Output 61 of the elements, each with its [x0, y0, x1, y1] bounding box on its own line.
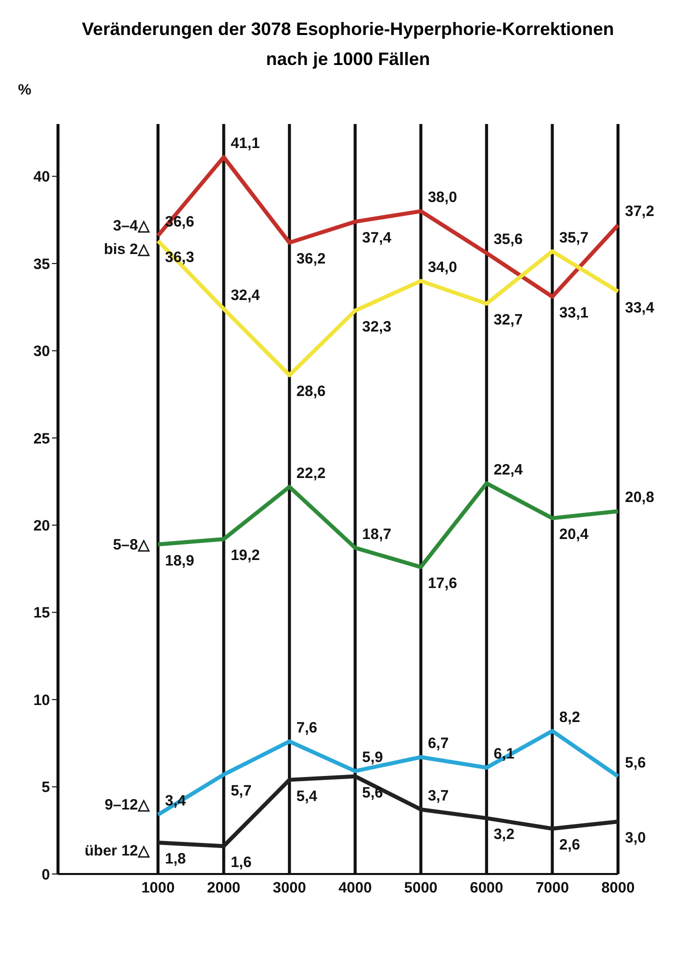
data-label: 34,0 [428, 258, 458, 276]
data-label: 18,7 [362, 526, 392, 543]
line-series [156, 481, 620, 570]
data-label: 35,7 [559, 229, 588, 246]
data-label: 1,8 [165, 850, 186, 868]
y-tick-label: 35 [33, 256, 50, 273]
data-label: 37,2 [625, 203, 654, 220]
y-tick-label: 10 [33, 692, 50, 709]
data-label: 20,8 [625, 489, 654, 506]
data-label: 17,6 [428, 575, 458, 592]
x-tick-label: 7000 [536, 880, 569, 897]
chart-title: Veränderungen der 3078 Esophorie-Hyperphorie-Korrektionen nach je 1000 Fällen [80, 18, 616, 71]
y-tick-label: 15 [33, 604, 50, 622]
y-tick-label: 25 [33, 430, 50, 448]
data-label: 20,4 [559, 526, 590, 544]
data-label: 3,7 [428, 787, 449, 804]
x-tick-label: 3000 [272, 880, 306, 897]
data-label: 37,4 [362, 230, 392, 247]
y-tick-label: 40 [33, 168, 50, 186]
data-label: 2,6 [559, 836, 580, 854]
data-label: 5,4 [296, 788, 318, 805]
data-label: 35,6 [494, 231, 523, 248]
data-label: 22,4 [494, 461, 524, 478]
data-label: 19,2 [230, 547, 260, 564]
x-tick-label: 5000 [404, 880, 438, 897]
x-tick-label: 6000 [470, 880, 504, 897]
x-tick-label: 2000 [207, 880, 240, 897]
y-tick-label: 5 [42, 779, 50, 796]
data-label: 5,6 [362, 784, 383, 802]
x-tick-label: 1000 [141, 880, 175, 897]
data-label: 8,2 [559, 708, 580, 726]
data-label: 5,9 [362, 749, 383, 766]
data-label: 38,0 [428, 189, 458, 206]
data-label: 33,4 [625, 299, 655, 316]
data-label: 5,6 [625, 754, 646, 772]
data-label: 33,1 [559, 304, 588, 322]
data-label: 32,4 [230, 286, 261, 304]
y-axis-title: % [18, 82, 32, 99]
series-label: bis 2△ [104, 240, 150, 258]
x-tick-label: 4000 [338, 880, 372, 897]
data-label: 32,3 [362, 318, 392, 336]
y-tick-label: 20 [33, 517, 50, 534]
data-label: 36,2 [296, 250, 326, 268]
series-label: 5–8△ [112, 536, 150, 554]
data-label: 3,2 [494, 826, 514, 844]
data-label: 3,0 [625, 830, 646, 847]
data-label: 5,7 [230, 782, 252, 800]
data-label: 32,7 [494, 312, 523, 329]
data-label: 1,6 [230, 854, 252, 872]
data-label: 18,9 [165, 552, 194, 570]
series-label: 9–12△ [104, 796, 150, 814]
series-label: 3–4△ [112, 218, 150, 235]
data-label: 28,6 [296, 383, 326, 400]
data-label: 6,7 [428, 735, 449, 752]
series-label: über 12△ [84, 842, 150, 860]
data-label: 22,2 [296, 464, 326, 482]
data-label: 41,1 [230, 135, 260, 152]
data-label: 7,6 [296, 719, 318, 736]
y-tick-label: 0 [42, 866, 50, 884]
x-tick-label: 8000 [601, 880, 635, 897]
y-tick-label: 30 [33, 343, 50, 360]
